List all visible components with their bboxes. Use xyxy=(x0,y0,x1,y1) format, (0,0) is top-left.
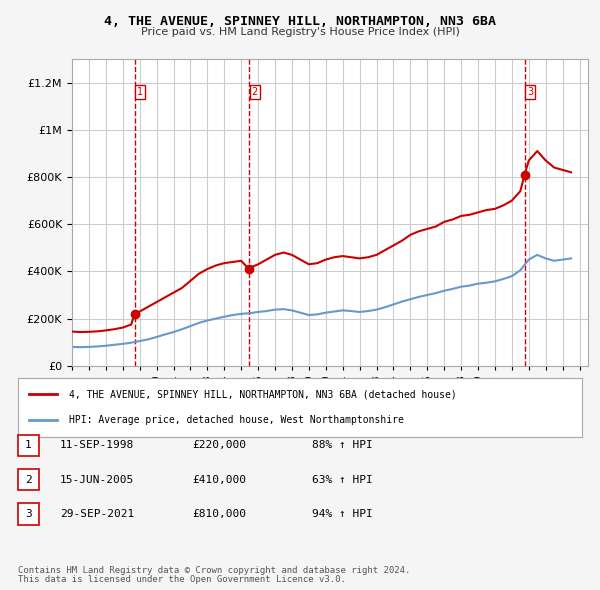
Text: HPI: Average price, detached house, West Northamptonshire: HPI: Average price, detached house, West… xyxy=(69,415,404,425)
Text: 94% ↑ HPI: 94% ↑ HPI xyxy=(312,509,373,519)
Text: £220,000: £220,000 xyxy=(192,441,246,450)
Text: Price paid vs. HM Land Registry's House Price Index (HPI): Price paid vs. HM Land Registry's House … xyxy=(140,27,460,37)
Text: £410,000: £410,000 xyxy=(192,475,246,484)
Text: 4, THE AVENUE, SPINNEY HILL, NORTHAMPTON, NN3 6BA (detached house): 4, THE AVENUE, SPINNEY HILL, NORTHAMPTON… xyxy=(69,389,457,399)
Text: £810,000: £810,000 xyxy=(192,509,246,519)
Text: This data is licensed under the Open Government Licence v3.0.: This data is licensed under the Open Gov… xyxy=(18,575,346,584)
Text: 1: 1 xyxy=(25,441,32,450)
Text: 3: 3 xyxy=(25,509,32,519)
Text: 15-JUN-2005: 15-JUN-2005 xyxy=(60,475,134,484)
Text: 29-SEP-2021: 29-SEP-2021 xyxy=(60,509,134,519)
Text: 63% ↑ HPI: 63% ↑ HPI xyxy=(312,475,373,484)
Text: 2: 2 xyxy=(25,475,32,484)
Text: Contains HM Land Registry data © Crown copyright and database right 2024.: Contains HM Land Registry data © Crown c… xyxy=(18,566,410,575)
Text: 4, THE AVENUE, SPINNEY HILL, NORTHAMPTON, NN3 6BA: 4, THE AVENUE, SPINNEY HILL, NORTHAMPTON… xyxy=(104,15,496,28)
Text: 1: 1 xyxy=(137,87,143,97)
Text: 3: 3 xyxy=(527,87,533,97)
Text: 88% ↑ HPI: 88% ↑ HPI xyxy=(312,441,373,450)
Text: 11-SEP-1998: 11-SEP-1998 xyxy=(60,441,134,450)
Text: 2: 2 xyxy=(251,87,258,97)
